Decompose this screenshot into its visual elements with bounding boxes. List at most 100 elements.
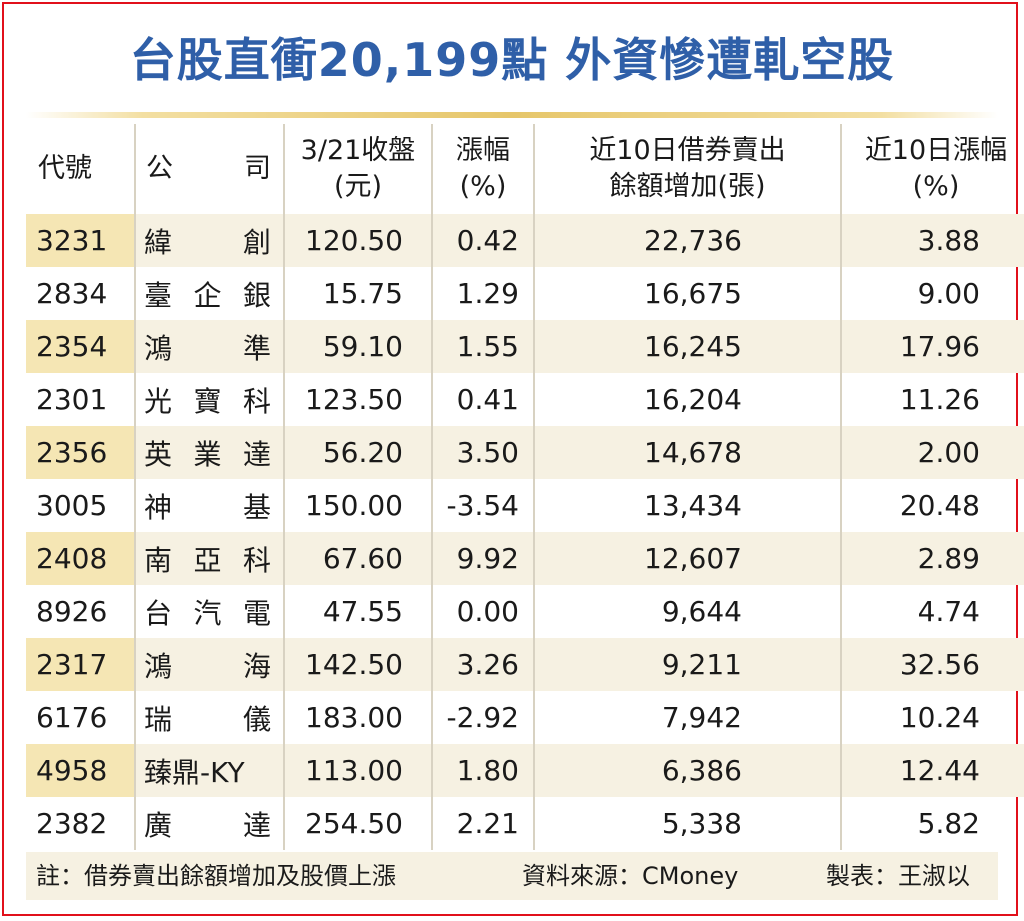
short-sell-increase: 13,434	[533, 479, 841, 532]
header-company: 公 司	[134, 124, 284, 214]
table-row: 2356 英業達 56.20 3.50 14,678 2.00	[26, 426, 1024, 479]
stock-code: 3005	[36, 489, 108, 522]
close-price: 183.00	[283, 691, 432, 744]
header-change-line1: 漲幅	[456, 135, 510, 166]
stock-code: 2356	[26, 426, 135, 479]
company-name: 鴻海	[134, 638, 284, 691]
table-row: 3005 神基 150.00 -3.54 13,434 20.48	[26, 479, 1024, 532]
stock-code: 2317	[26, 638, 135, 691]
footer-note: 註：借券賣出餘額增加及股價上漲	[36, 862, 396, 890]
stock-code: 2408	[26, 532, 135, 585]
headline-title: 台股直衝20,199點 外資慘遭軋空股	[129, 33, 895, 87]
ten-day-change: 20.48	[840, 479, 1024, 532]
stock-code: 6176	[36, 701, 108, 734]
short-sell-increase: 9,211	[533, 638, 841, 691]
daily-change: 1.55	[431, 320, 534, 373]
stock-code: 2382	[36, 807, 108, 840]
header-close-line1: 3/21收盤	[300, 135, 416, 166]
table-row: 2382 廣達 254.50 2.21 5,338 5.82	[26, 797, 1024, 850]
close-price: 123.50	[283, 373, 432, 426]
close-price: 67.60	[283, 532, 432, 585]
title-divider	[26, 112, 998, 118]
ten-day-change: 11.26	[840, 373, 1024, 426]
close-price: 150.00	[283, 479, 432, 532]
company-name: 南亞科	[134, 532, 284, 585]
short-sell-increase: 16,245	[533, 320, 841, 373]
short-sell-increase: 16,675	[533, 267, 841, 320]
table-row: 2317 鴻海 142.50 3.26 9,211 32.56	[26, 638, 1024, 691]
stock-code: 2301	[36, 383, 108, 416]
header-ten-day-line1: 近10日漲幅	[864, 135, 1008, 166]
daily-change: 2.21	[431, 797, 534, 850]
ten-day-change: 12.44	[840, 744, 1024, 797]
company-name: 臺企銀	[134, 267, 284, 320]
company-name: 光寶科	[134, 373, 284, 426]
company-name: 臻鼎-KY	[134, 744, 284, 797]
table-row: 3231 緯創 120.50 0.42 22,736 3.88	[26, 214, 1024, 267]
header-ten-day-line2: (%)	[912, 171, 960, 202]
close-price: 47.55	[283, 585, 432, 638]
ten-day-change: 10.24	[840, 691, 1024, 744]
daily-change: 1.80	[431, 744, 534, 797]
company-name: 英業達	[134, 426, 284, 479]
daily-change: 9.92	[431, 532, 534, 585]
close-price: 120.50	[283, 214, 432, 267]
header-short-sell-line1: 近10日借券賣出	[589, 135, 786, 166]
short-sell-increase: 6,386	[533, 744, 841, 797]
close-price: 59.10	[283, 320, 432, 373]
header-close-line2: (元)	[333, 171, 383, 202]
company-name: 瑞儀	[134, 691, 284, 744]
daily-change: 1.29	[431, 267, 534, 320]
daily-change: 3.50	[431, 426, 534, 479]
table-row: 2834 臺企銀 15.75 1.29 16,675 9.00	[26, 267, 1024, 320]
daily-change: 0.00	[431, 585, 534, 638]
header-change-line2: (%)	[459, 171, 507, 202]
header-short-sell-line2: 餘額增加(張)	[609, 171, 766, 202]
close-price: 142.50	[283, 638, 432, 691]
daily-change: 0.42	[431, 214, 534, 267]
daily-change: -3.54	[431, 479, 534, 532]
stock-code: 3231	[26, 214, 135, 267]
header-change: 漲幅 (%)	[431, 124, 534, 214]
short-sell-increase: 7,942	[533, 691, 841, 744]
short-sell-increase: 14,678	[533, 426, 841, 479]
table-row: 2408 南亞科 67.60 9.92 12,607 2.89	[26, 532, 1024, 585]
close-price: 113.00	[283, 744, 432, 797]
footer-maker: 製表：王淑以	[826, 862, 970, 890]
close-price: 254.50	[283, 797, 432, 850]
ten-day-change: 4.74	[840, 585, 1024, 638]
header-company-right: 司	[244, 153, 271, 184]
ten-day-change: 2.89	[840, 532, 1024, 585]
ten-day-change: 17.96	[840, 320, 1024, 373]
stock-code: 2834	[36, 277, 108, 310]
header-short-sell: 近10日借券賣出 餘額增加(張)	[533, 124, 841, 214]
ten-day-change: 5.82	[840, 797, 1024, 850]
stock-table: 代號 公 司 3/21收盤 (元) 漲幅 (%) 近10日借券賣出 餘額增加(張…	[26, 124, 1024, 850]
stock-code: 8926	[36, 595, 108, 628]
short-sell-increase: 5,338	[533, 797, 841, 850]
header-code: 代號	[38, 153, 92, 184]
daily-change: 3.26	[431, 638, 534, 691]
short-sell-increase: 12,607	[533, 532, 841, 585]
company-name: 緯創	[134, 214, 284, 267]
stock-code: 4958	[26, 744, 135, 797]
ten-day-change: 3.88	[840, 214, 1024, 267]
header-company-left: 公	[146, 153, 173, 184]
footer-source: 資料來源：CMoney	[522, 862, 739, 890]
stock-code: 2354	[26, 320, 135, 373]
table-row: 6176 瑞儀 183.00 -2.92 7,942 10.24	[26, 691, 1024, 744]
ten-day-change: 32.56	[840, 638, 1024, 691]
table-row: 2301 光寶科 123.50 0.41 16,204 11.26	[26, 373, 1024, 426]
company-name: 廣達	[134, 797, 284, 850]
short-sell-increase: 16,204	[533, 373, 841, 426]
header-close: 3/21收盤 (元)	[283, 124, 432, 214]
ten-day-change: 9.00	[840, 267, 1024, 320]
ten-day-change: 2.00	[840, 426, 1024, 479]
table-header-row: 代號 公 司 3/21收盤 (元) 漲幅 (%) 近10日借券賣出 餘額增加(張…	[26, 124, 1024, 214]
short-sell-increase: 22,736	[533, 214, 841, 267]
short-sell-increase: 9,644	[533, 585, 841, 638]
company-name: 神基	[134, 479, 284, 532]
table-row: 8926 台汽電 47.55 0.00 9,644 4.74	[26, 585, 1024, 638]
company-name: 台汽電	[134, 585, 284, 638]
close-price: 15.75	[283, 267, 432, 320]
